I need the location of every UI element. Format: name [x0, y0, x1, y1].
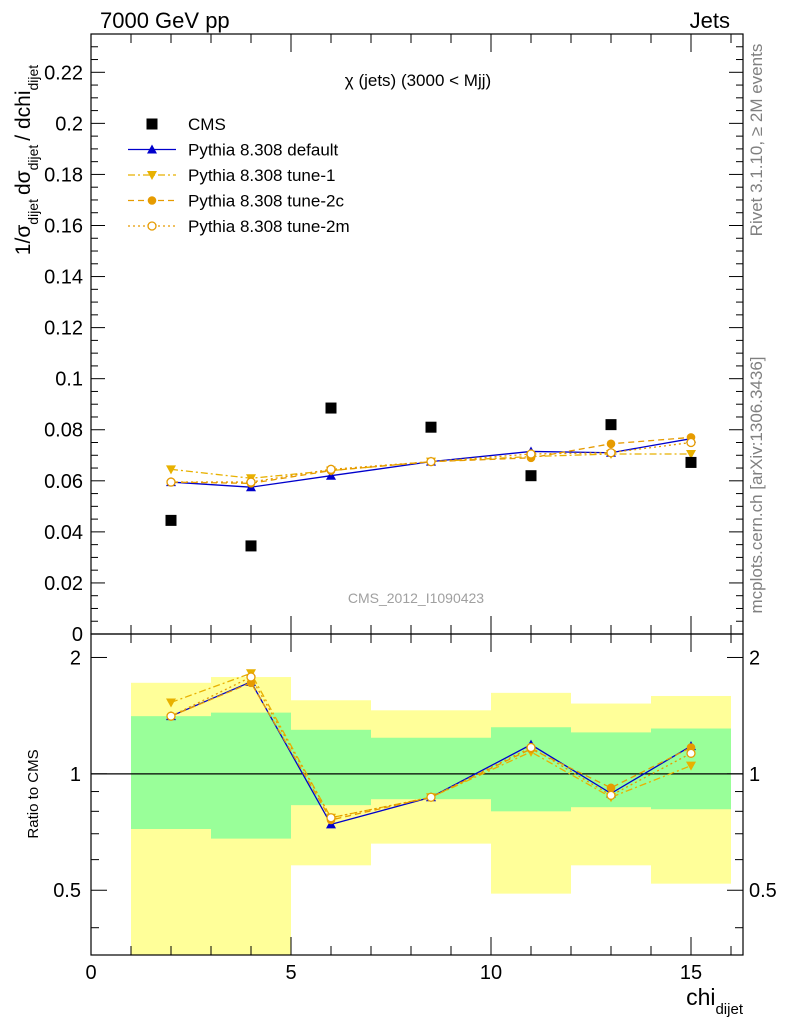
ratio-y-tick-label-right: 1 — [749, 764, 760, 786]
ratio-point-1-0 — [166, 698, 176, 708]
main-y-tick-label: 0.22 — [44, 62, 83, 84]
legend: CMS Pythia 8.308 default Pythia 8.308 tune… — [128, 115, 350, 236]
x-axis-label: chidijet — [686, 984, 744, 1018]
xlabel-sub: dijet — [715, 1001, 743, 1018]
legend-item-3: Pythia 8.308 tune-2c — [128, 192, 344, 211]
ylabel-part-b: dσ — [12, 170, 35, 195]
main-y-tick-label: 0.18 — [44, 164, 83, 186]
ylabel-part-a: 1/σ — [12, 225, 35, 256]
x-tick-label: 10 — [480, 962, 502, 984]
legend-label-3: Pythia 8.308 tune-2c — [188, 192, 344, 211]
ylabel-part-c: / dchi — [12, 90, 35, 140]
main-y-tick-label: 0.04 — [44, 522, 83, 544]
legend-label-2: Pythia 8.308 tune-1 — [188, 166, 335, 185]
mcplots-label: mcplots.cern.ch [arXiv:1306.3436] — [747, 356, 766, 613]
main-series-2 — [166, 450, 696, 484]
main-point-0-1 — [245, 540, 257, 552]
legend-marker-2 — [147, 171, 157, 180]
ratio-point-3-0 — [166, 711, 176, 721]
ratio-band-inner-2 — [291, 729, 371, 806]
x-tick-label: 5 — [285, 962, 296, 984]
analysis-watermark: CMS_2012_I1090423 — [348, 590, 484, 606]
main-point-2-6 — [686, 450, 696, 459]
main-point-0-2 — [325, 402, 337, 414]
ratio-point-3-2 — [326, 813, 336, 823]
main-point-4-4 — [526, 449, 536, 459]
main-y-tick-label: 0.16 — [44, 215, 83, 237]
main-y-tick-label: 0.08 — [44, 420, 83, 442]
main-series-4 — [166, 437, 696, 487]
main-series-0 — [165, 402, 697, 552]
ratio-panel: 0.5 0.5 1 1 2 2 0 5 10 15 Ratio to CMS chidijet — [25, 633, 777, 1018]
ratio-frame — [90, 633, 744, 956]
xlabel-main: chi — [686, 984, 715, 1010]
rivet-label: Rivet 3.1.10, ≥ 2M events — [747, 44, 766, 237]
main-y-tick-label: 0.02 — [44, 573, 83, 595]
main-point-0-6 — [685, 456, 697, 468]
main-point-0-4 — [525, 470, 537, 482]
process-label: Jets — [690, 8, 730, 33]
main-point-0-5 — [605, 419, 617, 431]
ratio-y-tick-label: 2 — [70, 647, 81, 669]
chart-title: χ (jets) (3000 < Mjj) — [345, 71, 491, 90]
ratio-point-3-5 — [606, 790, 616, 800]
ratio-y-axis-label: Ratio to CMS — [25, 749, 42, 838]
ylabel-sub-b: dijet — [25, 145, 41, 171]
ratio-point-3-3 — [426, 792, 436, 802]
legend-item-4: Pythia 8.308 tune-2m — [128, 217, 350, 236]
main-point-4-5 — [606, 448, 616, 458]
ratio-point-3-4 — [526, 742, 536, 753]
ylabel-sub-c: dijet — [25, 65, 41, 91]
ratio-y-tick-label-right: 2 — [749, 647, 760, 669]
x-tick-label: 15 — [680, 962, 702, 984]
main-point-2-0 — [166, 465, 176, 475]
ratio-point-1-6 — [686, 761, 696, 771]
legend-item-0: CMS — [146, 115, 226, 134]
legend-item-2: Pythia 8.308 tune-1 — [128, 166, 335, 185]
main-point-4-1 — [246, 477, 256, 487]
main-y-tick-label: 0.12 — [44, 318, 83, 340]
main-point-3-5 — [606, 439, 616, 449]
ylabel-sub-a: dijet — [25, 199, 41, 225]
main-y-tick-label: 0.06 — [44, 471, 83, 493]
ratio-series-3 — [166, 672, 696, 823]
ratio-point-3-1 — [246, 672, 256, 682]
ratio-band-inner-0 — [131, 716, 211, 830]
legend-marker-3 — [147, 196, 157, 205]
energy-label: 7000 GeV pp — [100, 8, 230, 33]
ratio-y-tick-label: 1 — [70, 764, 81, 786]
ratio-y-tick-label: 0.5 — [53, 880, 81, 902]
main-point-4-3 — [426, 457, 436, 467]
ratio-band-inner-3 — [371, 737, 491, 800]
legend-label-0: CMS — [188, 115, 226, 134]
legend-label-1: Pythia 8.308 default — [188, 141, 339, 160]
main-point-4-0 — [166, 477, 176, 487]
main-y-tick-label: 0.14 — [44, 267, 83, 289]
ratio-band-inner-1 — [211, 712, 291, 839]
legend-marker-1 — [147, 144, 157, 154]
main-panel: 0 0.02 0.04 0.06 0.08 0.1 0.12 0.14 0.16 0.18 0.2 0… — [12, 33, 744, 646]
main-y-tick-label: 0 — [72, 624, 83, 646]
main-y-tick-label: 0.1 — [55, 369, 83, 391]
main-point-4-2 — [326, 464, 336, 474]
main-y-tick-label: 0.2 — [55, 113, 83, 135]
main-point-0-0 — [165, 514, 177, 526]
ratio-y-tick-label-right: 0.5 — [749, 880, 777, 902]
ratio-point-2-5 — [606, 783, 616, 793]
legend-marker-4 — [147, 221, 157, 231]
main-point-4-6 — [686, 437, 696, 448]
legend-item-1: Pythia 8.308 default — [128, 141, 339, 160]
ratio-point-3-6 — [686, 748, 696, 758]
main-point-0-3 — [425, 421, 437, 433]
x-tick-label: 0 — [85, 962, 96, 984]
legend-label-4: Pythia 8.308 tune-2m — [188, 217, 350, 236]
main-y-axis-label: 1/σdijetdσdijet/ dchidijet — [12, 65, 41, 255]
legend-marker-0 — [146, 118, 158, 130]
